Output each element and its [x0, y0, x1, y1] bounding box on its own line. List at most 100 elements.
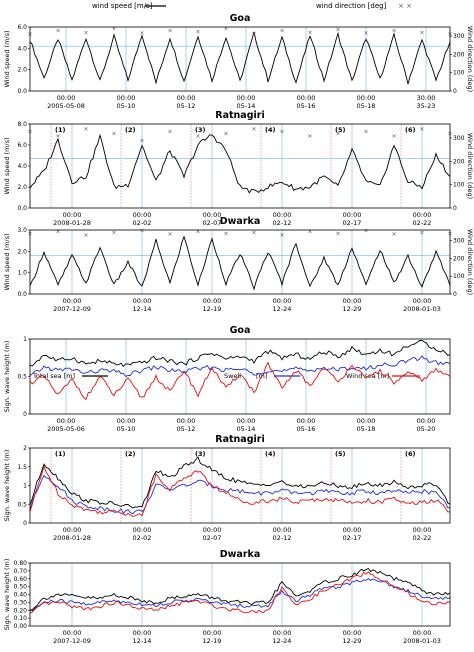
x-tick-label-date: 02-12	[273, 219, 292, 227]
x-tick-label-time: 00:00	[117, 417, 136, 425]
y-tick-label: 0.10	[14, 615, 28, 622]
event-label: (5)	[335, 126, 345, 134]
x-tick-label-time: 00:00	[413, 297, 432, 305]
x-tick-label-date: 12-29	[343, 637, 362, 645]
x-tick-label-date: 02-12	[273, 534, 292, 542]
x-tick-label-date: 2008-01-03	[403, 637, 441, 645]
wind-direction-marker: ×	[195, 28, 200, 35]
x-tick-label-time: 00:00	[203, 297, 222, 305]
wind-direction-marker: ×	[167, 27, 172, 34]
x-tick-label-time: 00:00	[273, 629, 292, 637]
x-tick-label-time: 00:00	[413, 211, 432, 219]
x-tick-label-time: 00:00	[203, 211, 222, 219]
y-tick-label: 0.40	[14, 592, 28, 599]
wind-direction-marker: ×	[223, 26, 228, 33]
x-tick-label-date: 05-20	[417, 425, 436, 433]
y-axis-label: Sign. wave height (m)	[3, 341, 11, 413]
y-tick-label: 1.0	[17, 270, 27, 277]
plot-frame	[29, 26, 451, 92]
wind-direction-marker: ×	[335, 27, 340, 34]
y-tick-label: 0.0	[17, 88, 27, 95]
wind-direction-marker: ×	[195, 133, 200, 140]
legend-total-label: Total sea [m]	[32, 372, 75, 380]
event-label: (5)	[335, 450, 345, 458]
x-tick-label-time: 00:00	[357, 94, 376, 102]
y-tick-label: 2.0	[17, 248, 27, 255]
wind-direction-marker: ×	[139, 30, 144, 37]
x-tick-label-time: 00:00	[237, 417, 256, 425]
wind-direction-marker: ×	[83, 232, 88, 239]
wind-direction-marker: ×	[223, 230, 228, 237]
wind-direction-marker: ×	[363, 128, 368, 135]
y-tick-label: 6.0	[17, 24, 27, 31]
y-tick-label: 8.0	[17, 121, 27, 128]
x-tick-label-time: 00:00	[203, 526, 222, 534]
x-tick-label-time: 00:00	[357, 417, 376, 425]
x-tick-label-time: 00:00	[63, 629, 82, 637]
wind-direction-marker: ×	[111, 229, 116, 236]
y-tick-label: 2.0	[17, 67, 27, 74]
event-label: (6)	[405, 450, 415, 458]
event-label: (1)	[55, 450, 65, 458]
x-tick-label-date: 12-19	[203, 305, 222, 313]
wind-direction-marker: ×	[139, 228, 144, 235]
wind-direction-marker: ×	[55, 133, 60, 140]
wind-direction-marker: ×	[335, 131, 340, 138]
x-tick-label-date: 05-16	[297, 102, 316, 110]
legend-swell-label: Swell	[224, 372, 241, 380]
x-tick-label-time: 00:00	[57, 94, 76, 102]
series-line	[29, 456, 451, 509]
x-tick-label-time: 00:00	[343, 629, 362, 637]
y2-tick-label: 100	[453, 182, 465, 189]
wind-direction-marker: ×	[251, 126, 256, 133]
wind-direction-marker: ×	[251, 31, 256, 38]
y-tick-label: 1.5	[17, 464, 27, 471]
x-tick-label-date: 2007-12-09	[53, 305, 91, 313]
wind-direction-marker: ×	[195, 229, 200, 236]
x-tick-label-time: 00:00	[203, 629, 222, 637]
y-tick-label: 0	[23, 520, 27, 527]
x-tick-label-date: 02-22	[413, 219, 432, 227]
x-tick-label-date: 12-14	[133, 305, 152, 313]
y-tick-label: 0.5	[17, 501, 27, 508]
series-line	[29, 571, 451, 614]
x-tick-label-time: 00:00	[63, 526, 82, 534]
wind-direction-marker: ×	[363, 30, 368, 37]
series-line	[29, 355, 451, 378]
x-tick-label-time: 00:00	[63, 297, 82, 305]
x-tick-label-date: 12-19	[203, 637, 222, 645]
x-tick-label-date: 2008-01-28	[53, 534, 91, 542]
y-tick-label: 1	[23, 336, 27, 343]
wind-direction-marker: ×	[167, 231, 172, 238]
wind-direction-marker: ×	[419, 29, 424, 36]
wind-direction-marker: ×	[307, 29, 312, 36]
chart-title: Goa	[230, 13, 251, 24]
x-tick-label-time: 00:00	[63, 211, 82, 219]
x-tick-label-date: 05-12	[177, 425, 196, 433]
wind-direction-marker: ×	[391, 133, 396, 140]
plot-frame	[29, 447, 451, 524]
x-tick-label-time: 00:00	[177, 417, 196, 425]
y-tick-label: 0.0	[17, 205, 27, 212]
y-tick-label: 0.80	[14, 560, 28, 567]
x-tick-label-time: 00:00	[133, 526, 152, 534]
legend-wind-direction-swatch: × ×	[398, 2, 412, 10]
series-line	[29, 361, 451, 401]
x-tick-label-time: 00:00	[273, 297, 292, 305]
chart-title: Dwarka	[220, 216, 261, 227]
x-tick-label-time: 00:00	[57, 417, 76, 425]
x-tick-label-date: 2008-01-03	[403, 305, 441, 313]
y2-axis-label: Wind direction (deg)	[466, 26, 474, 92]
event-label: (6)	[405, 126, 415, 134]
x-tick-label-date: 12-24	[273, 637, 292, 645]
x-tick-label-date: 12-24	[273, 305, 292, 313]
series-line	[29, 339, 451, 368]
plot-frame	[29, 562, 451, 627]
y-tick-label: 1	[23, 483, 27, 490]
x-tick-label-date: 05-12	[177, 102, 196, 110]
y2-tick-label: 300	[453, 238, 465, 245]
y2-tick-label: 0	[453, 291, 457, 298]
legend-wind-direction-label: wind direction [deg]	[316, 2, 387, 10]
y-tick-label: 0.00	[14, 623, 28, 630]
